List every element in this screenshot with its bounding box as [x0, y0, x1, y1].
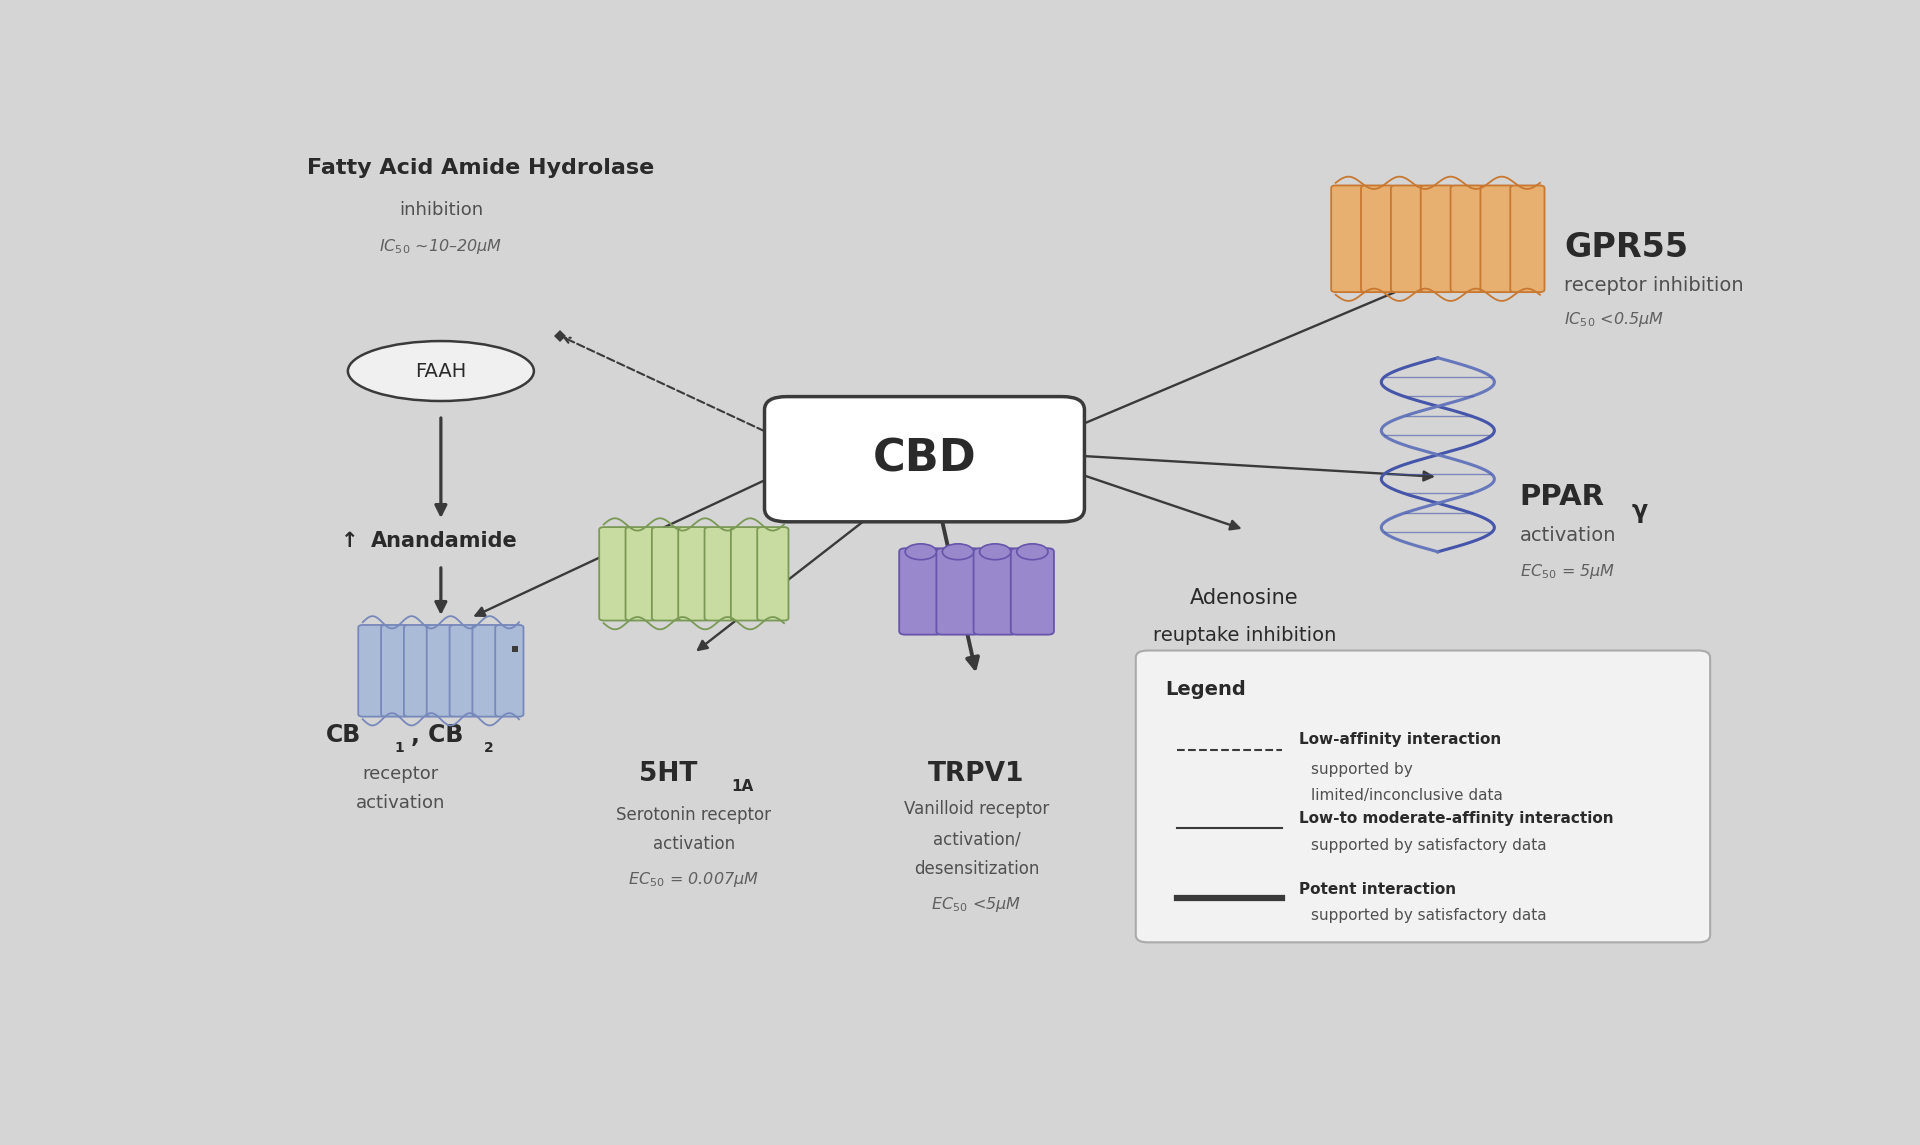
Text: $\mathit{IC}_{50}$ ~10–20μM: $\mathit{IC}_{50}$ ~10–20μM — [380, 237, 503, 256]
Text: 2: 2 — [484, 741, 493, 755]
Text: , CB: , CB — [411, 724, 463, 748]
FancyBboxPatch shape — [1421, 185, 1455, 292]
Text: GPR55: GPR55 — [1565, 231, 1688, 264]
Text: $\mathit{EC}_{50}$ = 0.007μM: $\mathit{EC}_{50}$ = 0.007μM — [628, 870, 758, 890]
Text: Fatty Acid Amide Hydrolase: Fatty Acid Amide Hydrolase — [307, 158, 655, 179]
FancyBboxPatch shape — [653, 527, 684, 621]
FancyBboxPatch shape — [899, 548, 943, 634]
Text: $\mathit{IC}_{50}$ <5μM: $\mathit{IC}_{50}$ <5μM — [1202, 664, 1286, 682]
Text: desensitization: desensitization — [914, 860, 1039, 878]
Text: CB: CB — [326, 724, 361, 748]
FancyBboxPatch shape — [756, 527, 789, 621]
Text: $\mathit{EC}_{50}$ <5μM: $\mathit{EC}_{50}$ <5μM — [931, 895, 1021, 914]
Text: activation: activation — [653, 836, 735, 853]
Text: activation: activation — [1521, 527, 1617, 545]
FancyBboxPatch shape — [973, 548, 1018, 634]
FancyBboxPatch shape — [1511, 185, 1544, 292]
Ellipse shape — [348, 341, 534, 401]
FancyBboxPatch shape — [359, 625, 386, 717]
FancyBboxPatch shape — [678, 527, 710, 621]
Text: Low-to moderate-affinity interaction: Low-to moderate-affinity interaction — [1300, 812, 1615, 827]
Text: Serotonin receptor: Serotonin receptor — [616, 805, 772, 823]
Text: $\mathit{IC}_{50}$ <0.5μM: $\mathit{IC}_{50}$ <0.5μM — [1565, 310, 1665, 330]
FancyBboxPatch shape — [705, 527, 735, 621]
FancyBboxPatch shape — [1010, 548, 1054, 634]
Text: PPAR: PPAR — [1521, 483, 1605, 511]
FancyBboxPatch shape — [403, 625, 432, 717]
Text: ↑: ↑ — [342, 531, 359, 551]
Text: limited/inconclusive data: limited/inconclusive data — [1311, 789, 1503, 804]
Ellipse shape — [979, 544, 1010, 560]
FancyBboxPatch shape — [1390, 185, 1425, 292]
Ellipse shape — [1018, 544, 1048, 560]
Text: Potent interaction: Potent interaction — [1300, 882, 1457, 897]
FancyBboxPatch shape — [732, 527, 762, 621]
FancyBboxPatch shape — [599, 527, 630, 621]
Text: receptor inhibition: receptor inhibition — [1565, 276, 1743, 295]
Text: Low-affinity interaction: Low-affinity interaction — [1300, 732, 1501, 747]
FancyBboxPatch shape — [495, 625, 524, 717]
Text: supported by: supported by — [1311, 763, 1413, 777]
FancyBboxPatch shape — [626, 527, 657, 621]
Text: activation: activation — [355, 793, 445, 812]
Text: receptor: receptor — [363, 765, 440, 783]
FancyBboxPatch shape — [426, 625, 455, 717]
Text: Vanilloid receptor: Vanilloid receptor — [904, 800, 1048, 819]
FancyBboxPatch shape — [1361, 185, 1396, 292]
Text: 1A: 1A — [732, 779, 753, 793]
Text: γ: γ — [1632, 499, 1647, 523]
FancyBboxPatch shape — [1137, 650, 1711, 942]
Text: inhibition: inhibition — [399, 200, 484, 219]
Ellipse shape — [943, 544, 973, 560]
FancyBboxPatch shape — [1480, 185, 1515, 292]
FancyBboxPatch shape — [1331, 185, 1365, 292]
Text: Legend: Legend — [1165, 680, 1246, 698]
FancyBboxPatch shape — [1452, 185, 1484, 292]
Text: 1: 1 — [396, 741, 405, 755]
Ellipse shape — [904, 544, 937, 560]
Text: Anandamide: Anandamide — [371, 531, 518, 551]
FancyBboxPatch shape — [380, 625, 409, 717]
FancyBboxPatch shape — [764, 396, 1085, 522]
FancyBboxPatch shape — [449, 625, 478, 717]
Text: TRPV1: TRPV1 — [927, 761, 1025, 787]
Text: 5HT: 5HT — [639, 761, 697, 787]
FancyBboxPatch shape — [472, 625, 501, 717]
Text: activation/: activation/ — [933, 830, 1020, 848]
Text: Adenosine: Adenosine — [1190, 587, 1298, 608]
Text: CBD: CBD — [872, 437, 977, 481]
Text: $\mathit{EC}_{50}$ = 5μM: $\mathit{EC}_{50}$ = 5μM — [1521, 562, 1615, 581]
Text: reuptake inhibition: reuptake inhibition — [1152, 626, 1336, 645]
Text: supported by satisfactory data: supported by satisfactory data — [1311, 838, 1548, 853]
Text: supported by satisfactory data: supported by satisfactory data — [1311, 908, 1548, 923]
FancyBboxPatch shape — [937, 548, 979, 634]
Text: FAAH: FAAH — [415, 362, 467, 380]
